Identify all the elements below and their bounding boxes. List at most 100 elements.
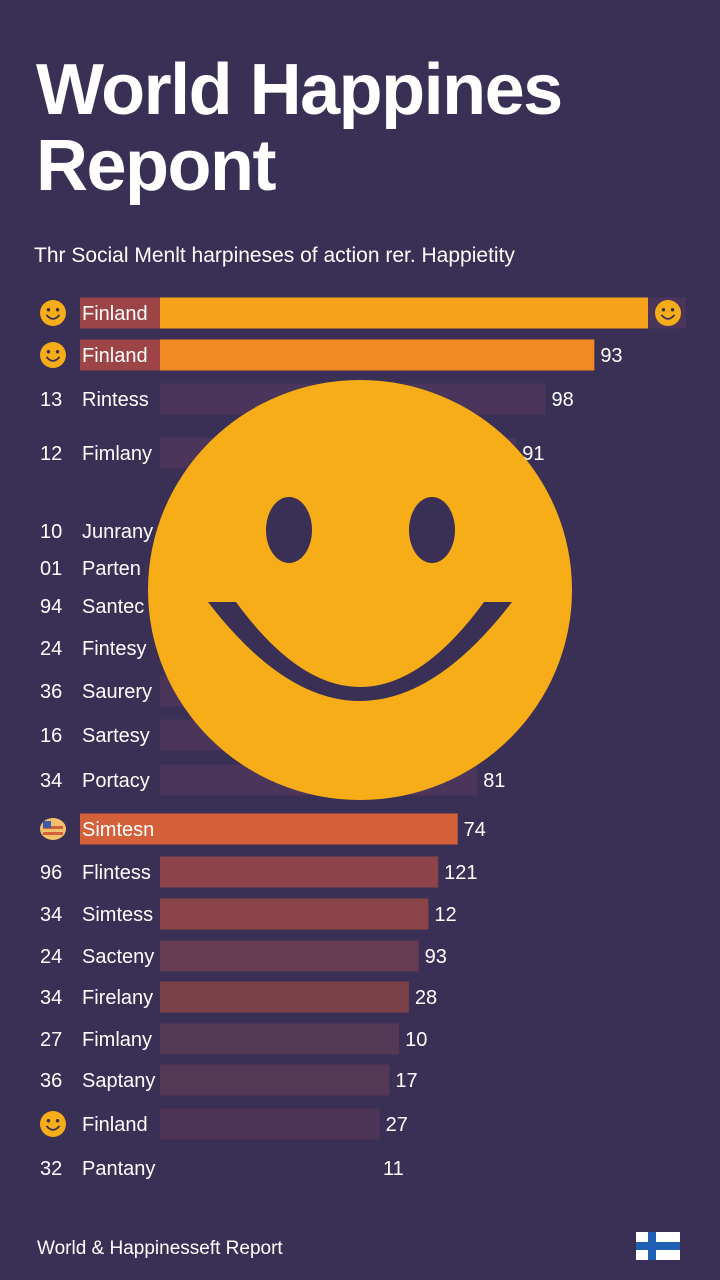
smiley-face-icon — [148, 380, 572, 800]
rank-label: 16 — [40, 725, 62, 747]
smiley-mouth — [45, 356, 61, 362]
bar — [160, 898, 429, 930]
smiley-face — [655, 300, 681, 326]
footer-source: World & Happinesseft Report — [37, 1238, 283, 1259]
smiley-face — [40, 300, 66, 326]
category-label: Sacteny — [82, 946, 154, 968]
table-row: Finland — [40, 297, 686, 329]
rank-label: 34 — [40, 904, 62, 926]
rank-label: 36 — [40, 1070, 62, 1092]
table-row: 11 32 Pantany — [40, 1158, 404, 1180]
title-line-2: Repont — [36, 126, 276, 206]
data-label: 74 — [464, 819, 486, 841]
label-highlight — [80, 297, 160, 329]
category-label: Finland — [82, 1114, 148, 1136]
data-label: 91 — [522, 443, 544, 465]
smiley-face — [40, 1111, 66, 1137]
table-row: 93 24 Sacteny — [40, 940, 447, 972]
category-label: Fimlany — [82, 1029, 152, 1051]
table-row: 17 36 Saptany — [40, 1064, 418, 1096]
bar — [160, 339, 595, 371]
rank-label: 10 — [40, 521, 62, 543]
data-label: 121 — [444, 862, 477, 884]
label-highlight — [80, 339, 160, 371]
rank-label: 96 — [40, 862, 62, 884]
flag-icon — [40, 818, 66, 840]
smiley-eye — [46, 308, 51, 312]
category-label: Parten — [82, 558, 141, 580]
bar — [160, 813, 458, 845]
rank-label: 12 — [40, 443, 62, 465]
data-label: 93 — [425, 946, 447, 968]
label-highlight — [80, 813, 160, 845]
rank-label: 94 — [40, 596, 62, 618]
table-row: 121 96 Flintess — [40, 856, 478, 888]
rank-label: 24 — [40, 638, 62, 660]
category-label: Saurery — [82, 681, 152, 703]
table-row: 12 34 Simtess — [40, 898, 457, 930]
category-label: Fintesy — [82, 638, 146, 660]
bar — [160, 940, 419, 972]
rank-label: 24 — [40, 946, 62, 968]
smiley-mouth — [45, 1125, 61, 1131]
smiley-eye — [55, 1119, 60, 1123]
bar — [160, 297, 648, 329]
rank-label: 27 — [40, 1029, 62, 1051]
table-row: 74 Simtesn — [40, 813, 486, 845]
rank-label: 01 — [40, 558, 62, 580]
data-label: 17 — [395, 1070, 417, 1092]
category-label: Fimlany — [82, 443, 152, 465]
category-label: Flintess — [82, 862, 151, 884]
smiley-eye — [661, 308, 666, 312]
data-label: 81 — [483, 770, 505, 792]
category-label: Portacy — [82, 770, 150, 792]
category-label: Junrany — [82, 521, 153, 543]
data-label: 98 — [552, 389, 574, 411]
smiley-icon — [40, 342, 66, 368]
smiley-mouth — [45, 314, 61, 320]
table-row: 27 Finland — [40, 1108, 408, 1140]
bar — [160, 1108, 380, 1140]
smiley-eye — [670, 308, 675, 312]
table-row: 93 Finland — [40, 339, 623, 371]
page-title: World Happines Repont — [36, 52, 696, 204]
category-label: Simtess — [82, 904, 153, 926]
smiley-eye — [46, 1119, 51, 1123]
flag-stripe — [43, 826, 63, 829]
rank-label: 13 — [40, 389, 62, 411]
category-label: Simtesn — [82, 819, 154, 841]
category-label: Santec — [82, 596, 144, 618]
category-label: Sartesy — [82, 725, 150, 747]
smiley-mouth — [660, 314, 676, 320]
category-label: Pantany — [82, 1158, 155, 1180]
smiley-icon — [40, 1111, 66, 1137]
smiley-eye — [46, 350, 51, 354]
flag-canton — [43, 821, 51, 828]
rank-label: 32 — [40, 1158, 62, 1180]
category-label: Finland — [82, 303, 148, 325]
data-label: 12 — [434, 904, 456, 926]
smiley-eye — [55, 308, 60, 312]
category-label: Firelany — [82, 987, 153, 1009]
chart-subtitle: Thr Social Menlt harpineses of action re… — [34, 244, 515, 267]
category-label: Saptany — [82, 1070, 155, 1092]
data-label: 93 — [600, 345, 622, 367]
data-label: 11 — [383, 1158, 404, 1180]
smiley-face — [40, 342, 66, 368]
bar — [160, 1064, 390, 1096]
data-label: 10 — [405, 1029, 427, 1051]
rank-label: 34 — [40, 770, 62, 792]
bar — [160, 981, 409, 1013]
category-label: Rintess — [82, 389, 149, 411]
category-label: Finland — [82, 345, 148, 367]
smiley-icon — [655, 300, 681, 326]
data-label: 28 — [415, 987, 437, 1009]
flag-stripe — [43, 832, 63, 835]
rank-label: 34 — [40, 987, 62, 1009]
bar — [160, 856, 439, 888]
smiley-icon — [40, 300, 66, 326]
rank-label: 36 — [40, 681, 62, 703]
bar — [160, 1023, 400, 1055]
data-label: 27 — [386, 1114, 408, 1136]
smiley-eye — [55, 350, 60, 354]
